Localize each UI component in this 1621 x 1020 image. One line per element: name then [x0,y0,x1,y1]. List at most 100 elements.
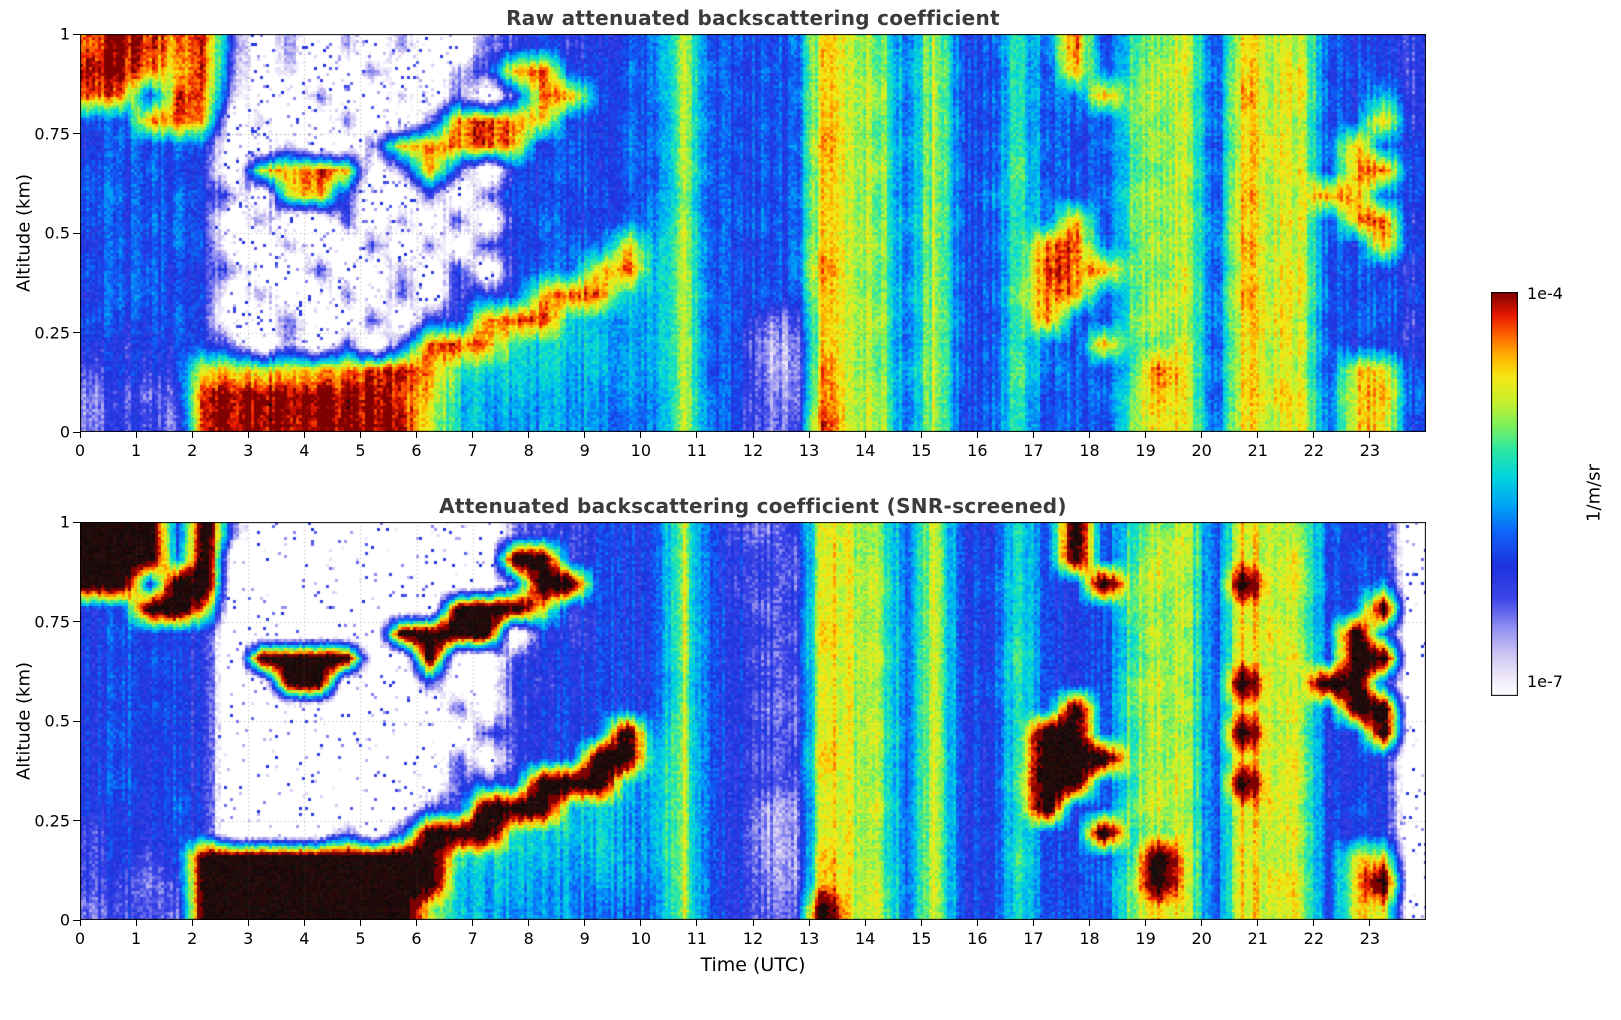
x-tick-mark [359,432,361,438]
x-tick-mark [920,432,922,438]
x-tick-mark [752,920,754,926]
heatmap-raw [80,34,1426,432]
x-tick-mark [696,920,698,926]
x-tick-label: 21 [1247,441,1268,460]
x-tick-mark [1257,432,1259,438]
y-tick-label: 1 [59,24,70,44]
y-tick-label: 1 [59,512,70,532]
x-tick-label: 5 [355,441,366,460]
x-tick-mark [79,432,81,438]
colorbar [1491,292,1518,696]
x-tick-mark [864,920,866,926]
y-tick-mark [73,919,80,921]
x-tick-mark [976,920,978,926]
x-tick-mark [191,432,193,438]
x-tick-label: 11 [686,441,708,460]
x-tick-label: 7 [467,929,478,948]
x-tick-mark [808,920,810,926]
x-tick-mark [1089,920,1090,926]
x-tick-mark [584,920,586,926]
x-tick-mark [920,920,922,926]
x-tick-mark [1145,432,1147,438]
x-tick-mark [864,432,866,438]
x-tick-label: 6 [411,929,422,948]
x-tick-mark [1369,920,1371,926]
x-tick-label: 8 [523,441,534,460]
x-tick-label: 17 [1023,929,1044,948]
colorbar-max-label: 1e-4 [1527,284,1563,303]
x-tick-label: 1 [130,929,142,948]
x-tick-label: 19 [1135,441,1156,460]
x-tick-label: 15 [911,441,932,460]
x-tick-label: 10 [630,929,652,948]
x-tick-label: 2 [187,441,198,460]
x-tick-mark [79,920,81,926]
x-tick-label: 14 [854,441,876,460]
y-tick-mark [73,232,80,234]
x-tick-label: 9 [579,441,590,460]
x-tick-label: 22 [1303,929,1325,948]
x-tick-label: 10 [630,441,652,460]
x-tick-mark [1369,432,1371,438]
y-tick-mark [73,133,80,134]
x-tick-mark [191,920,193,926]
y-tick-label: 0 [59,910,70,930]
x-tick-mark [472,920,474,926]
x-tick-label: 17 [1023,441,1044,460]
x-tick-label: 23 [1359,441,1381,460]
x-tick-label: 5 [355,929,366,948]
x-tick-label: 19 [1135,929,1156,948]
y-tick-mark [73,33,80,35]
y-tick-label: 0.5 [44,223,70,243]
colorbar-min-label: 1e-7 [1527,672,1563,691]
x-tick-label: 2 [187,929,198,948]
x-tick-mark [752,432,754,438]
y-tick-mark [73,820,80,821]
x-tick-label: 4 [299,441,310,460]
x-tick-mark [1201,920,1203,926]
x-tick-mark [1032,432,1034,438]
x-tick-mark [1032,920,1034,926]
x-tick-mark [303,432,305,438]
heatmap-screened [80,522,1426,920]
x-tick-mark [359,920,361,926]
x-tick-mark [1313,432,1315,438]
x-tick-mark [1145,920,1147,926]
y-tick-label: 0.5 [44,711,70,731]
x-tick-mark [528,920,530,926]
x-tick-label: 6 [411,441,422,460]
x-tick-label: 16 [967,929,988,948]
x-tick-label: 14 [854,929,876,948]
colorbar-unit-label: 1/m/sr [1583,464,1605,522]
x-tick-mark [584,432,586,438]
y-tick-mark [73,720,80,722]
x-tick-label: 22 [1303,441,1325,460]
x-tick-mark [247,920,249,926]
x-tick-label: 18 [1079,441,1100,460]
y-tick-label: 0 [59,422,70,442]
panel-title-screened: Attenuated backscattering coefficient (S… [439,494,1067,518]
x-tick-mark [808,432,810,438]
x-tick-label: 13 [798,441,820,460]
x-tick-mark [1313,920,1315,926]
x-tick-label: 15 [911,929,932,948]
x-tick-label: 20 [1191,929,1212,948]
y-tick-mark [73,431,80,433]
x-tick-mark [640,920,642,926]
x-tick-label: 1 [130,441,142,460]
x-tick-label: 11 [686,929,708,948]
x-tick-label: 9 [579,929,590,948]
x-tick-label: 18 [1079,929,1100,948]
x-tick-label: 4 [299,929,310,948]
x-tick-mark [135,432,137,438]
x-tick-label: 12 [742,441,764,460]
x-tick-label: 23 [1359,929,1381,948]
y-tick-label: 0.25 [34,811,70,830]
x-tick-mark [135,920,137,926]
x-tick-label: 3 [243,441,254,460]
x-tick-label: 20 [1191,441,1212,460]
panel-title-raw: Raw attenuated backscattering coefficien… [506,6,1000,30]
x-tick-label: 12 [742,929,764,948]
y-tick-mark [73,621,80,622]
y-tick-mark [73,332,80,333]
